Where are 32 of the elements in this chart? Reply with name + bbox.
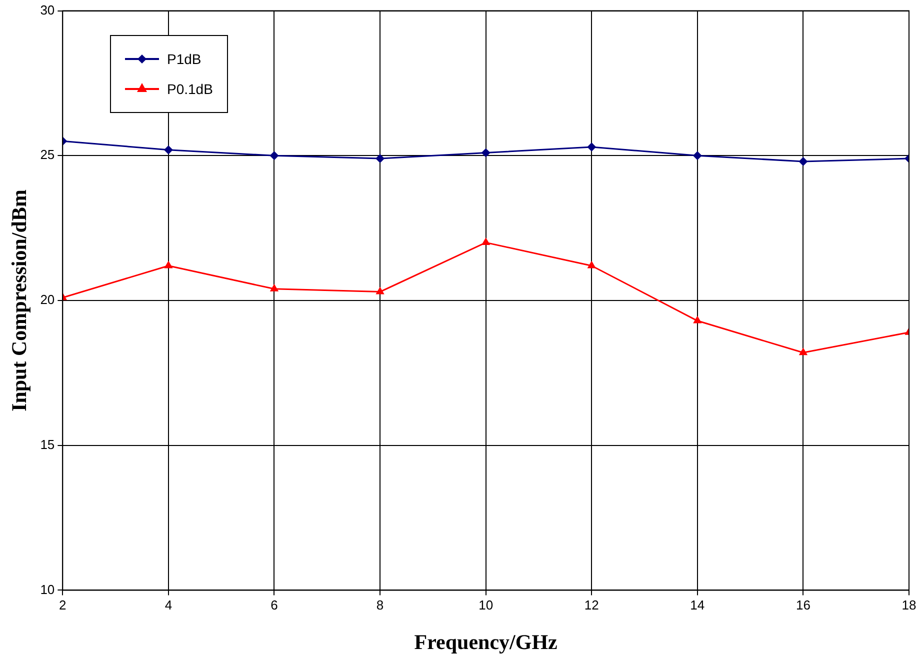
x-tick-label: 2 [59, 598, 66, 613]
point [798, 348, 808, 356]
x-tick-label: 18 [902, 598, 916, 613]
point [376, 154, 385, 164]
x-tick-label: 4 [164, 598, 172, 613]
point [376, 286, 384, 294]
x-tick-label: 8 [376, 598, 384, 613]
point [693, 316, 702, 324]
point [164, 145, 173, 154]
y-axis-title: Input Compression/dBm [7, 189, 32, 412]
y-tick-label: 20 [40, 292, 55, 308]
point [270, 284, 279, 292]
point [481, 148, 490, 158]
x-tick-label: 10 [478, 598, 494, 613]
x-tick-label: 14 [690, 598, 705, 613]
x-tick-label: 12 [584, 598, 599, 613]
point [164, 260, 173, 268]
point [587, 260, 596, 268]
x-tick-label: 6 [270, 598, 278, 613]
y-tick-label: 15 [40, 436, 55, 452]
legend-label: P0.1dB [167, 81, 213, 97]
x-axis-title: Frequency/GHz [414, 630, 558, 654]
point [587, 142, 596, 152]
y-tick-label: 10 [40, 582, 55, 597]
point [692, 151, 702, 160]
point [482, 238, 490, 246]
legend-label: P1dB [167, 51, 202, 67]
y-tick-label: 30 [40, 2, 55, 18]
point [798, 156, 808, 166]
point [270, 151, 279, 160]
y-tick-label: 25 [40, 147, 55, 162]
x-tick-label: 16 [796, 598, 810, 613]
